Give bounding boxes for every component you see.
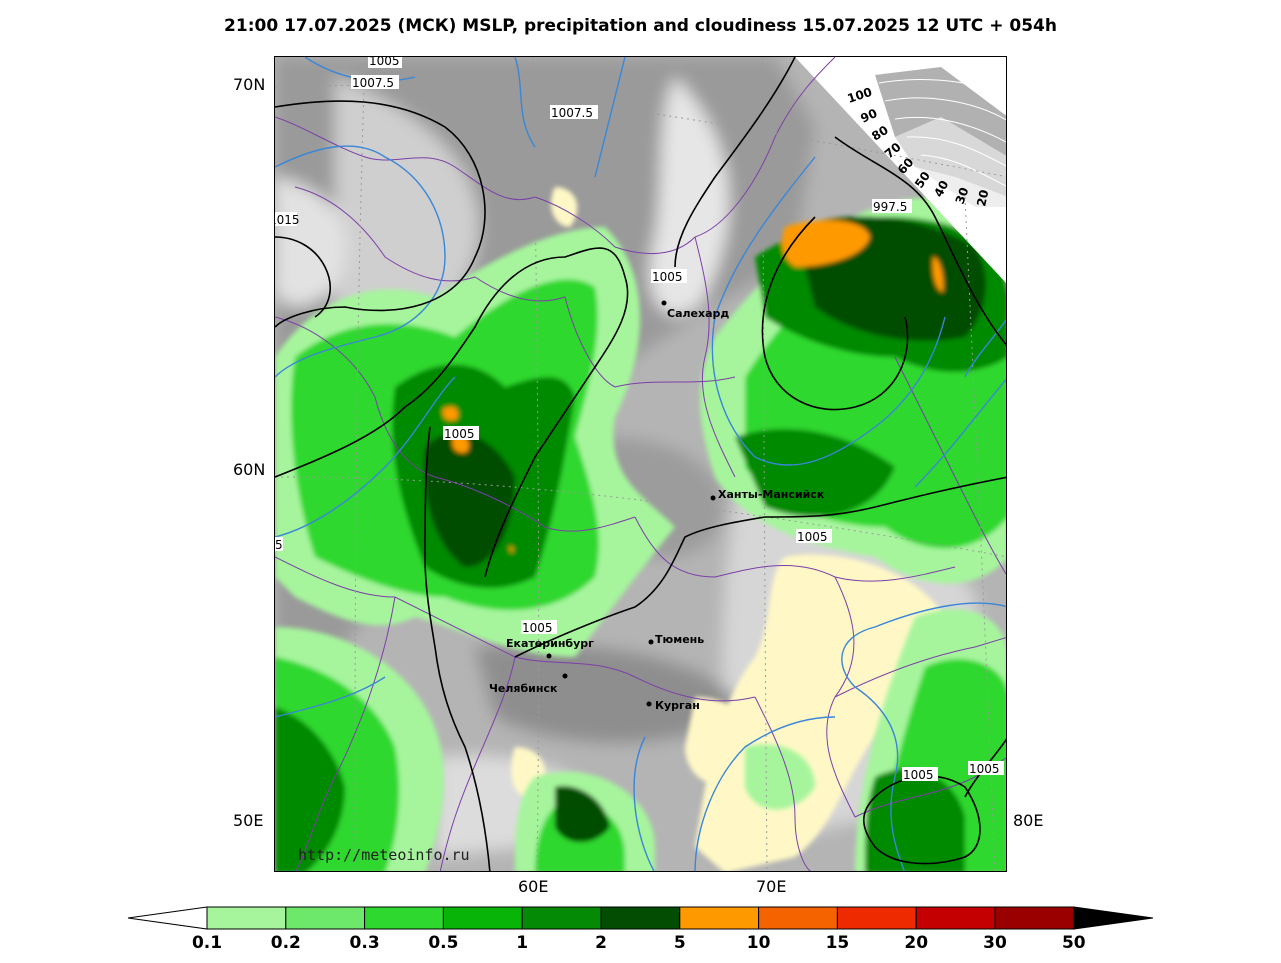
city-label: Тюмень [655,633,704,646]
colorbar-label: 0.3 [350,933,380,953]
city-label: Екатеринбург [506,637,594,650]
colorbar-label: 0.2 [271,933,301,953]
precip-colorbar: 0.1 0.2 0.3 0.5 1 2 5 10 15 20 30 50 [127,906,1154,953]
cloudiness-fan: 100 90 80 70 60 50 40 30 20 [846,67,1006,208]
colorbar-box [206,906,287,930]
colorbar-labels: 0.1 0.2 0.3 0.5 1 2 5 10 15 20 30 50 [192,933,1086,953]
colorbar-label: 1 [516,933,528,953]
city-label: Челябинск [489,682,558,695]
colorbar-label: 50 [1062,933,1086,953]
isobar-label: 997.5 [873,200,907,214]
city-label: Курган [655,699,700,712]
isobar-label: 1005 [522,621,553,635]
colorbar-box [364,906,444,930]
colorbar-box [994,906,1075,930]
isobar-label: 1005 [652,270,683,284]
colorbar-box [758,906,838,930]
colorbar-under-arrow [127,906,208,930]
colorbar-box [915,906,996,930]
map-canvas: 100 90 80 70 60 50 40 30 20 [275,57,1006,871]
cities: Салехард Ханты-Мансийск Екатеринбург Тюм… [489,300,825,712]
city-dot [562,673,568,679]
colorbar-label: 5 [674,933,686,953]
watermark: http://meteoinfo.ru [298,846,470,864]
lon-label-70e: 70E [756,877,787,896]
colorbar-label: 0.5 [428,933,458,953]
colorbar-label: 30 [983,933,1007,953]
city-label: Ханты-Мансийск [718,488,825,501]
lon-label-60e: 60E [518,877,549,896]
isobar-label: 1007.5 [352,76,394,90]
colorbar-label: 2 [595,933,607,953]
colorbar-label: 15 [826,933,850,953]
colorbar-box [442,906,523,930]
colorbar-box [836,906,917,930]
colorbar-label: 20 [904,933,928,953]
precipitation-field [275,197,1006,871]
isobar-label: 1005 [797,530,828,544]
colorbar-label: 0.1 [192,933,222,953]
colorbar-box [521,906,602,930]
lat-label-60n: 60N [233,460,266,479]
colorbar-boxes [127,906,1154,930]
map-frame: 100 90 80 70 60 50 40 30 20 [274,56,1007,872]
lon-label-80e: 80E [1013,811,1044,830]
chart-title: 21:00 17.07.2025 (МСК) MSLP, precipitati… [224,16,1057,36]
colorbar-box [600,906,681,930]
city-dot [646,701,652,707]
colorbar-over-arrow [1073,906,1154,930]
isobar-label: 1005 [444,427,475,441]
isobar-label: 1005 [969,762,1000,776]
isobar-label: 1007.5 [551,106,593,120]
city-label: Салехард [667,307,729,320]
lat-label-70n: 70N [233,75,266,94]
city-dot [710,495,716,501]
city-dot [648,639,654,645]
isobar-label: 1005 [369,57,400,68]
colorbar-label: 10 [747,933,771,953]
cloud-scale-label: 20 [974,188,991,207]
cloud-scale-label: 90 [858,106,879,126]
cloud-scale-label: 40 [931,178,951,199]
colorbar-box [679,906,760,930]
colorbar-box [285,906,366,930]
isobar-label: 5 [275,538,283,552]
cloud-scale-label: 30 [953,186,972,206]
isobar-label: 1005 [903,768,934,782]
city-dot [661,300,667,306]
lon-label-50e: 50E [233,811,264,830]
city-dot [546,653,552,659]
